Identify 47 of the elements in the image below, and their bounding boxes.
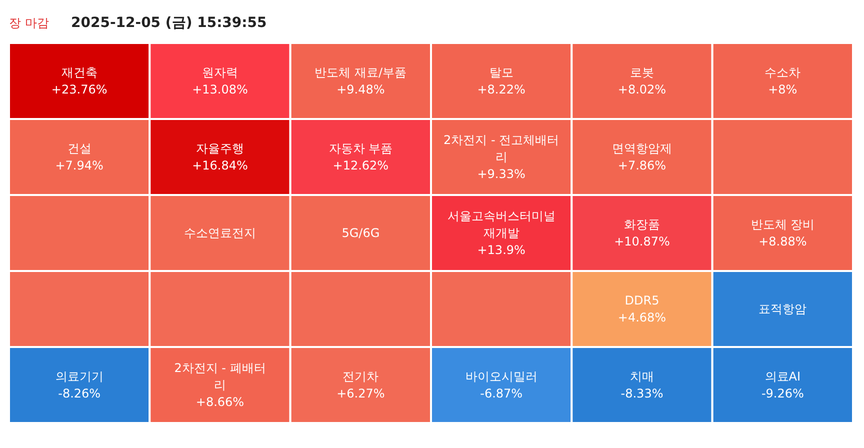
- data-label: +6.27%: [336, 386, 385, 400]
- category-label: 바이오시밀러: [465, 370, 538, 384]
- category-label: 수소차: [764, 66, 801, 80]
- category-label: 수소연료전지: [184, 226, 256, 240]
- data-label: +8.66%: [196, 395, 244, 409]
- data-label: +12.62%: [332, 158, 389, 172]
- category-label: 원자력: [202, 66, 238, 80]
- data-label: +8.22%: [477, 82, 526, 96]
- category-label: 2차전지 - 폐배터리: [174, 361, 266, 392]
- data-label: +7.86%: [618, 158, 666, 172]
- category-label: 반도체 재료/부품: [314, 66, 407, 80]
- data-label: -9.26%: [761, 386, 804, 400]
- data-label: +4.68%: [618, 310, 666, 324]
- category-label: 서울고속버스터미널 재개발: [447, 209, 556, 240]
- category-label: 2차전지 - 전고체배터리: [444, 133, 560, 164]
- data-label: +23.76%: [51, 82, 108, 96]
- category-label: 5G/6G: [342, 226, 380, 240]
- category-label: 면역항암제: [612, 142, 672, 156]
- category-label: 전기차: [342, 370, 379, 384]
- category-label: 자율주행: [196, 142, 244, 156]
- category-label: 의료기기: [55, 370, 104, 384]
- data-label: +9.33%: [477, 167, 526, 181]
- data-label: +10.87%: [614, 234, 670, 248]
- category-label: 탈모: [489, 66, 514, 80]
- category-label: 로봇: [630, 66, 654, 80]
- data-label: +7.94%: [55, 158, 104, 172]
- category-label: 자동차 부품: [328, 142, 393, 156]
- category-label: 치매: [630, 370, 654, 384]
- data-label: +8.02%: [618, 82, 666, 96]
- category-label: 반도체 장비: [750, 218, 815, 232]
- category-label: DDR5: [624, 294, 660, 308]
- category-label: 표적항암: [758, 302, 807, 316]
- data-label: +13.08%: [192, 82, 248, 96]
- category-label: 의료AI: [764, 370, 801, 384]
- data-label: -8.33%: [620, 386, 664, 400]
- category-label: 재건축: [61, 66, 98, 80]
- data-label: +16.84%: [192, 158, 248, 172]
- data-label: +8%: [768, 82, 798, 96]
- category-label: 화장품: [624, 218, 660, 232]
- text: 장 마감: [9, 16, 49, 30]
- data-label: +13.9%: [477, 243, 526, 257]
- text: 2025-12-05 (금) 15:39:55: [71, 15, 267, 31]
- data-label: +8.88%: [758, 234, 807, 248]
- data-label: -8.26%: [58, 386, 101, 400]
- category-label: 건설: [67, 142, 92, 156]
- data-label: -6.87%: [480, 386, 523, 400]
- data-label: +9.48%: [336, 82, 385, 96]
